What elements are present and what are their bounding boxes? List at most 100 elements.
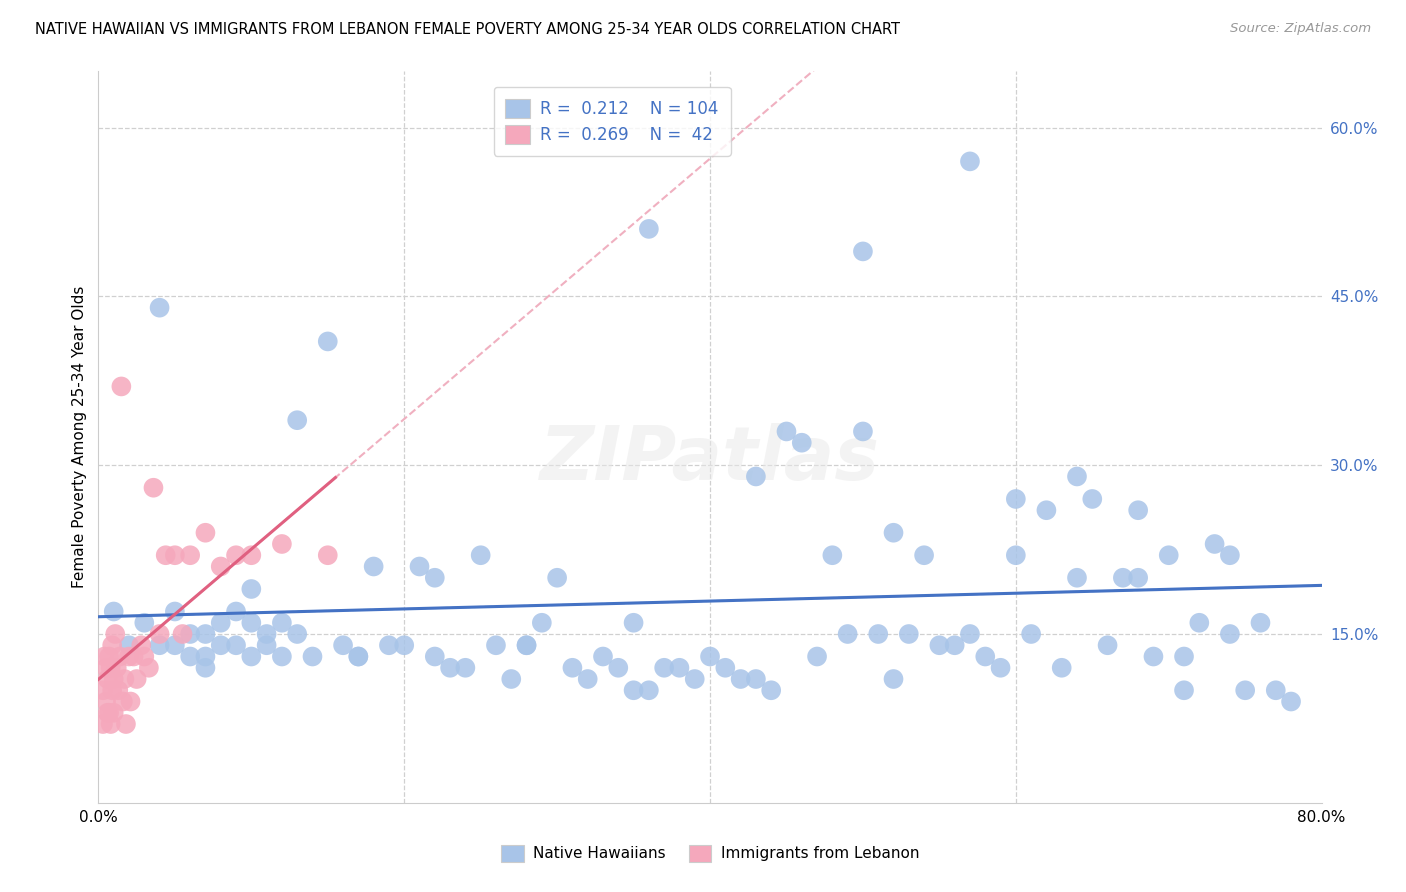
- Point: [363, 559, 385, 574]
- Point: [163, 548, 186, 562]
- Point: [256, 627, 278, 641]
- Point: [225, 638, 247, 652]
- Point: [714, 661, 737, 675]
- Point: [112, 672, 135, 686]
- Point: [115, 717, 138, 731]
- Point: [637, 683, 661, 698]
- Point: [1112, 571, 1135, 585]
- Point: [897, 627, 920, 641]
- Point: [194, 627, 217, 641]
- Point: [270, 649, 292, 664]
- Point: [607, 661, 630, 675]
- Point: [806, 649, 828, 664]
- Point: [94, 661, 117, 675]
- Point: [790, 435, 813, 450]
- Point: [974, 649, 997, 664]
- Point: [122, 649, 145, 664]
- Point: [240, 548, 263, 562]
- Point: [316, 334, 339, 349]
- Point: [103, 605, 125, 619]
- Point: [852, 425, 875, 439]
- Point: [516, 638, 538, 652]
- Point: [561, 661, 583, 675]
- Point: [501, 672, 523, 686]
- Point: [163, 605, 186, 619]
- Point: [868, 627, 890, 641]
- Point: [91, 683, 114, 698]
- Point: [423, 571, 446, 585]
- Point: [240, 649, 263, 664]
- Point: [101, 638, 124, 652]
- Point: [332, 638, 354, 652]
- Y-axis label: Female Poverty Among 25-34 Year Olds: Female Poverty Among 25-34 Year Olds: [72, 286, 87, 588]
- Text: NATIVE HAWAIIAN VS IMMIGRANTS FROM LEBANON FEMALE POVERTY AMONG 25-34 YEAR OLDS : NATIVE HAWAIIAN VS IMMIGRANTS FROM LEBAN…: [35, 22, 900, 37]
- Point: [1019, 627, 1042, 641]
- Point: [108, 649, 131, 664]
- Point: [194, 525, 217, 540]
- Point: [120, 694, 142, 708]
- Point: [821, 548, 844, 562]
- Point: [149, 301, 172, 315]
- Point: [546, 571, 568, 585]
- Point: [118, 649, 141, 664]
- Point: [1004, 491, 1026, 506]
- Point: [285, 413, 308, 427]
- Legend: Native Hawaiians, Immigrants from Lebanon: Native Hawaiians, Immigrants from Lebano…: [495, 838, 925, 868]
- Point: [408, 559, 430, 574]
- Point: [209, 638, 232, 652]
- Point: [1188, 615, 1211, 630]
- Point: [179, 627, 201, 641]
- Point: [990, 661, 1012, 675]
- Point: [759, 683, 782, 698]
- Point: [138, 661, 160, 675]
- Point: [1128, 571, 1150, 585]
- Point: [1264, 683, 1286, 698]
- Point: [1097, 638, 1119, 652]
- Point: [111, 694, 134, 708]
- Point: [623, 683, 645, 698]
- Point: [959, 154, 981, 169]
- Point: [179, 548, 201, 562]
- Point: [1249, 615, 1271, 630]
- Point: [730, 672, 752, 686]
- Point: [470, 548, 492, 562]
- Point: [652, 661, 675, 675]
- Point: [699, 649, 721, 664]
- Point: [1004, 548, 1026, 562]
- Point: [516, 638, 538, 652]
- Point: [270, 537, 292, 551]
- Point: [163, 638, 186, 652]
- Point: [1173, 683, 1195, 698]
- Text: ZIPatlas: ZIPatlas: [540, 423, 880, 496]
- Point: [110, 379, 132, 393]
- Point: [118, 638, 141, 652]
- Point: [1219, 548, 1241, 562]
- Point: [347, 649, 370, 664]
- Point: [439, 661, 461, 675]
- Point: [129, 638, 152, 652]
- Point: [837, 627, 859, 641]
- Point: [225, 605, 247, 619]
- Point: [301, 649, 323, 664]
- Point: [637, 222, 661, 236]
- Point: [104, 627, 127, 641]
- Point: [98, 649, 121, 664]
- Point: [623, 615, 645, 630]
- Point: [668, 661, 690, 675]
- Point: [100, 717, 122, 731]
- Point: [745, 469, 768, 483]
- Point: [1050, 661, 1073, 675]
- Point: [94, 694, 117, 708]
- Point: [125, 672, 148, 686]
- Point: [1066, 469, 1088, 483]
- Point: [576, 672, 599, 686]
- Point: [912, 548, 935, 562]
- Point: [347, 649, 370, 664]
- Point: [943, 638, 966, 652]
- Point: [1204, 537, 1226, 551]
- Point: [270, 615, 292, 630]
- Point: [209, 559, 232, 574]
- Point: [98, 706, 121, 720]
- Point: [93, 649, 115, 664]
- Point: [134, 649, 156, 664]
